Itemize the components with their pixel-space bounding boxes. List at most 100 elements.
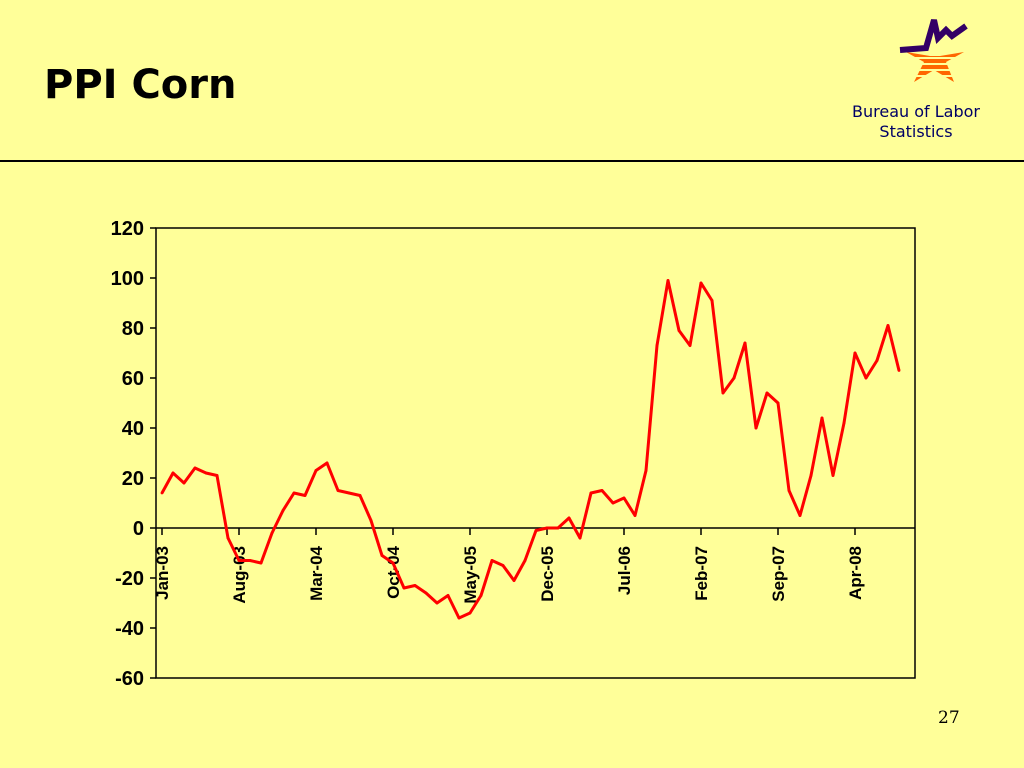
data-point xyxy=(314,469,318,472)
org-name-line1: Bureau of Labor xyxy=(852,102,980,121)
data-point xyxy=(875,359,879,362)
y-tick-label: 40 xyxy=(122,418,144,440)
data-point xyxy=(336,489,340,492)
y-tick-label: 0 xyxy=(133,518,144,540)
data-point xyxy=(325,461,329,465)
data-point xyxy=(226,536,230,540)
data-point xyxy=(259,561,263,565)
data-point xyxy=(446,594,450,597)
y-tick-label: 60 xyxy=(122,368,144,390)
data-point xyxy=(413,584,417,587)
x-tick-label: Oct-04 xyxy=(384,545,403,598)
data-point xyxy=(809,474,813,477)
data-point xyxy=(545,526,549,530)
data-point xyxy=(655,344,659,347)
y-tick-label: 100 xyxy=(111,268,144,290)
data-point xyxy=(237,559,241,562)
data-point xyxy=(743,341,747,345)
y-tick-label: 80 xyxy=(122,318,144,340)
y-tick-label: -40 xyxy=(115,618,144,640)
data-point xyxy=(864,376,868,380)
data-point xyxy=(402,586,406,590)
data-point xyxy=(710,299,714,302)
data-point xyxy=(622,496,626,500)
data-point xyxy=(215,474,219,477)
x-tick-label: May-05 xyxy=(461,546,480,604)
data-point xyxy=(435,601,439,605)
data-point xyxy=(556,526,560,530)
data-point xyxy=(897,369,901,372)
org-name: Bureau of Labor Statistics xyxy=(840,102,992,142)
x-axis: Jan-03 Aug-03 Mar-04 Oct-04 May-05 Dec-05 Jul-… xyxy=(153,528,865,604)
data-point xyxy=(534,529,538,532)
data-point xyxy=(842,421,846,425)
data-point xyxy=(787,489,791,492)
data-point xyxy=(765,391,769,395)
data-point xyxy=(182,481,186,485)
data-point xyxy=(754,426,758,430)
data-point xyxy=(468,611,472,615)
data-point xyxy=(358,494,362,497)
data-point xyxy=(281,509,285,512)
y-axis: 120 100 80 60 40 20 0 -20 -40 -60 xyxy=(111,218,156,690)
data-point xyxy=(633,514,637,517)
header-divider xyxy=(0,160,1024,162)
data-point xyxy=(479,594,483,597)
data-point xyxy=(798,514,802,517)
y-tick-label: 120 xyxy=(111,218,144,240)
y-tick-label: -60 xyxy=(115,668,144,690)
data-point xyxy=(523,559,527,562)
data-point xyxy=(721,391,725,395)
data-point xyxy=(457,616,461,620)
x-tick-label: Mar-04 xyxy=(307,545,326,600)
data-point xyxy=(303,494,307,497)
data-point xyxy=(831,474,835,477)
page-number: 27 xyxy=(938,708,960,728)
series-line xyxy=(160,279,901,620)
data-point xyxy=(644,469,648,472)
data-point xyxy=(380,554,384,557)
x-tick-label: Apr-08 xyxy=(846,546,865,600)
y-tick-label: 20 xyxy=(122,468,144,490)
x-tick-label: Jul-06 xyxy=(615,546,634,595)
x-tick-label: Feb-07 xyxy=(692,546,711,601)
data-point xyxy=(688,344,692,347)
data-point xyxy=(578,536,582,540)
data-point xyxy=(677,329,681,332)
data-point xyxy=(776,401,780,405)
data-point xyxy=(204,471,208,475)
data-point xyxy=(171,471,175,475)
data-point xyxy=(391,561,395,565)
data-point xyxy=(369,519,373,522)
data-point xyxy=(424,591,428,595)
bls-logo-icon xyxy=(899,19,968,82)
x-tick-label: Sep-07 xyxy=(769,546,788,602)
data-point xyxy=(853,351,857,355)
data-point xyxy=(160,491,164,495)
series-points xyxy=(160,279,901,620)
data-point xyxy=(732,376,736,380)
data-point xyxy=(820,416,824,420)
data-point xyxy=(347,491,351,495)
data-point xyxy=(501,564,505,567)
x-tick-label: Dec-05 xyxy=(538,546,557,602)
slide-title: PPI Corn xyxy=(44,62,237,108)
data-point xyxy=(886,324,890,327)
data-point xyxy=(292,491,296,495)
data-point xyxy=(248,559,252,562)
data-point xyxy=(490,559,494,562)
data-point xyxy=(589,491,593,495)
y-tick-label: -20 xyxy=(115,568,144,590)
plot-frame xyxy=(155,227,916,679)
data-point xyxy=(600,489,604,492)
x-tick-label: Aug-03 xyxy=(230,546,249,604)
org-name-line2: Statistics xyxy=(879,122,953,141)
data-point xyxy=(270,531,274,535)
data-point xyxy=(512,579,516,582)
data-point xyxy=(611,501,615,505)
x-tick-label: Jan-03 xyxy=(153,546,172,600)
data-point xyxy=(699,281,703,285)
data-point xyxy=(193,466,197,470)
data-point xyxy=(567,516,571,520)
